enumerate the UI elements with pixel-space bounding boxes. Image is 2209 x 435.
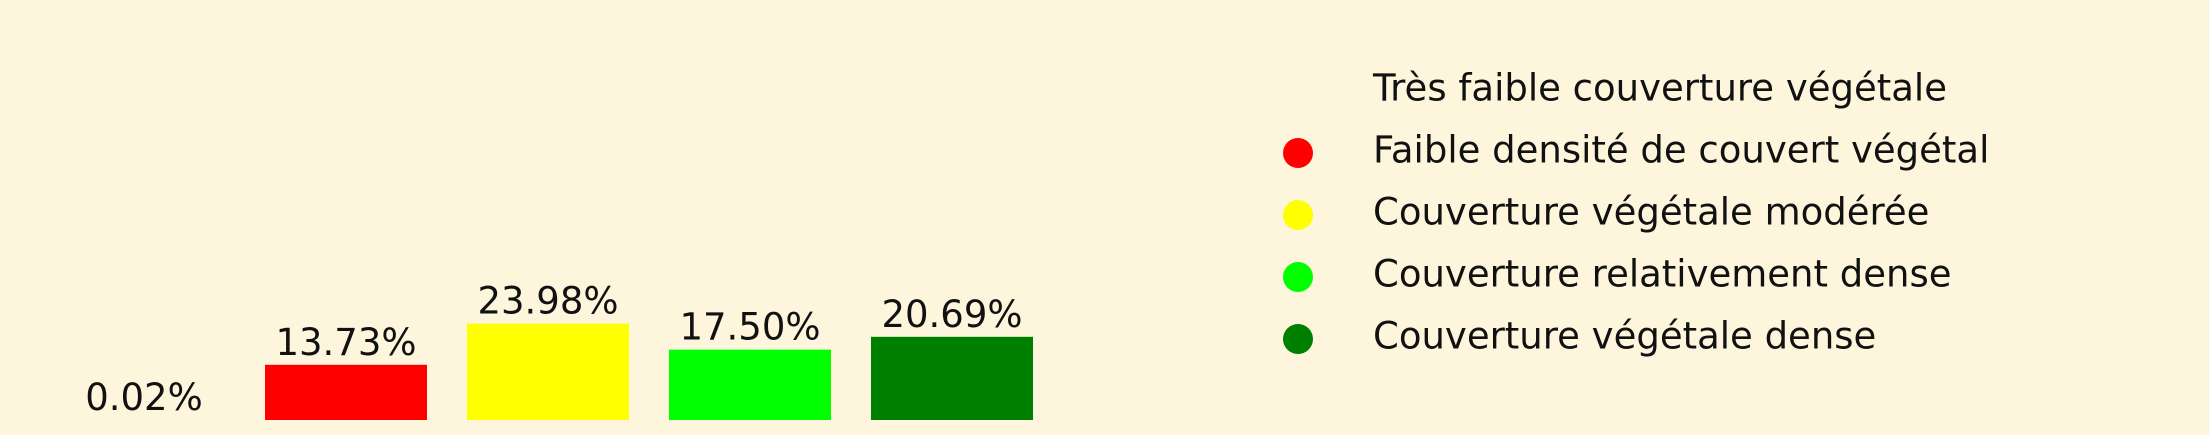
value-labels-group: 0.02% 13.73% 23.98% 17.50% 20.69% — [85, 280, 1022, 419]
bar-5 — [871, 336, 1033, 420]
legend: Très faible couverture végétale Faible de… — [1283, 67, 1989, 358]
bar-2 — [265, 364, 427, 420]
legend-label-2: Faible densité de couvert végétal — [1373, 129, 1989, 172]
value-label-4: 17.50% — [679, 306, 820, 349]
legend-label-1: Très faible couverture végétale — [1372, 67, 1947, 110]
legend-label-5: Couverture végétale dense — [1373, 315, 1876, 358]
bar-3 — [467, 323, 629, 420]
value-label-5: 20.69% — [881, 293, 1022, 336]
bars-group — [63, 323, 1033, 420]
legend-marker-2 — [1283, 138, 1313, 168]
bar-4 — [669, 349, 831, 420]
value-label-3: 23.98% — [477, 280, 618, 323]
legend-label-3: Couverture végétale modérée — [1373, 191, 1929, 234]
legend-marker-4 — [1283, 262, 1313, 292]
legend-label-4: Couverture relativement dense — [1373, 253, 1952, 296]
value-label-1: 0.02% — [85, 376, 203, 419]
value-label-2: 13.73% — [275, 321, 416, 364]
legend-marker-3 — [1283, 200, 1313, 230]
legend-marker-1 — [1283, 76, 1313, 106]
legend-marker-5 — [1283, 324, 1313, 354]
